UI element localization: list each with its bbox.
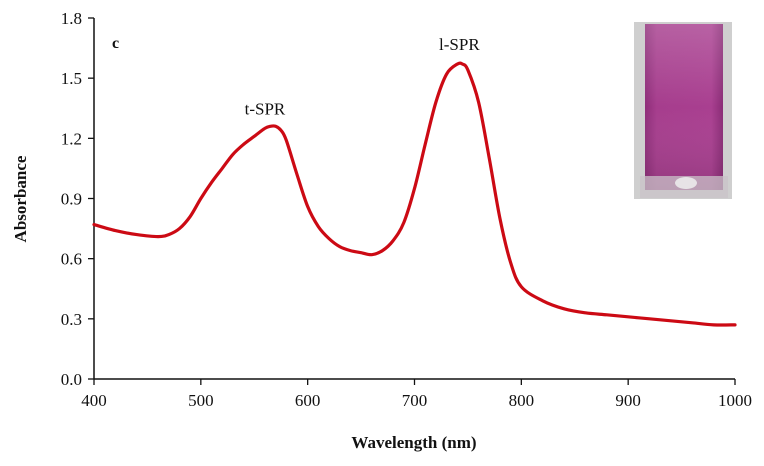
x-tick-label: 1000 — [718, 391, 752, 410]
x-tick-label: 900 — [615, 391, 641, 410]
cuvette-inset — [634, 22, 732, 199]
y-axis-ticks: 0.0 0.3 0.6 0.9 1.2 1.5 1.8 — [61, 9, 94, 389]
panel-label: c — [112, 35, 119, 52]
y-axis-title: Absorbance — [11, 155, 30, 242]
cuvette-bubble — [675, 177, 697, 189]
y-tick-label: 0.3 — [61, 310, 82, 329]
peak-annotation: t-SPR — [245, 99, 286, 118]
x-tick-label: 500 — [188, 391, 214, 410]
x-tick-label: 800 — [509, 391, 535, 410]
x-tick-label: 400 — [81, 391, 107, 410]
x-tick-label: 700 — [402, 391, 428, 410]
y-tick-label: 1.8 — [61, 9, 82, 28]
y-tick-label: 0.0 — [61, 370, 82, 389]
absorbance-series-line — [92, 61, 737, 327]
y-tick-label: 1.5 — [61, 69, 82, 88]
cuvette-shading — [645, 24, 723, 190]
y-tick-label: 0.9 — [61, 190, 82, 209]
series-group — [92, 61, 737, 327]
x-axis-ticks: 400 500 600 700 800 900 1000 — [81, 379, 752, 410]
y-tick-label: 1.2 — [61, 129, 82, 148]
x-tick-label: 600 — [295, 391, 321, 410]
peak-annotation: l-SPR — [439, 35, 480, 54]
y-tick-label: 0.6 — [61, 250, 82, 269]
peak-annotations: t-SPR l-SPR — [245, 35, 481, 118]
x-axis-title: Wavelength (nm) — [351, 433, 476, 452]
